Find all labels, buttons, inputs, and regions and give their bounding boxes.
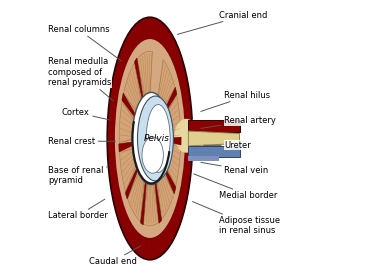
Polygon shape [119,140,145,152]
Text: Renal columns: Renal columns [48,25,122,61]
Polygon shape [188,156,219,161]
Polygon shape [188,131,239,146]
Text: Pelvis: Pelvis [144,134,170,143]
Polygon shape [156,137,181,145]
Text: Renal vein: Renal vein [201,162,269,175]
Text: Renal artery: Renal artery [201,116,276,129]
Polygon shape [134,58,147,124]
Ellipse shape [142,137,163,173]
Polygon shape [155,60,175,122]
Text: Adipose tissue
in renal sinus: Adipose tissue in renal sinus [193,202,280,235]
Polygon shape [127,157,146,222]
Polygon shape [154,156,174,219]
Text: Cranial end: Cranial end [178,11,267,34]
Polygon shape [141,154,149,225]
Polygon shape [137,51,152,117]
Ellipse shape [132,93,171,184]
Polygon shape [188,146,239,157]
Polygon shape [143,160,159,226]
Ellipse shape [175,119,198,153]
Ellipse shape [138,96,173,181]
Text: Base of renal
pyramid: Base of renal pyramid [48,166,107,185]
Polygon shape [157,145,180,187]
Polygon shape [125,149,146,199]
Text: Medial border: Medial border [194,174,277,199]
Polygon shape [157,94,181,137]
Polygon shape [120,147,143,192]
Text: Renal hilus: Renal hilus [201,91,270,111]
Text: Renal medulla
composed of
renal pyramids: Renal medulla composed of renal pyramids [48,57,113,101]
Polygon shape [122,93,145,131]
Polygon shape [154,87,177,130]
Text: Ureter: Ureter [204,141,251,150]
Text: Cortex: Cortex [62,108,110,120]
Polygon shape [152,153,162,223]
Ellipse shape [107,17,193,260]
Polygon shape [154,148,176,194]
Polygon shape [119,101,142,144]
Polygon shape [124,63,145,123]
Text: Caudal end: Caudal end [89,246,141,266]
Ellipse shape [115,39,185,238]
Text: Lateral border: Lateral border [48,199,108,220]
Text: Renal crest: Renal crest [48,137,115,146]
Polygon shape [188,120,239,132]
Ellipse shape [146,104,170,173]
Ellipse shape [187,116,211,155]
